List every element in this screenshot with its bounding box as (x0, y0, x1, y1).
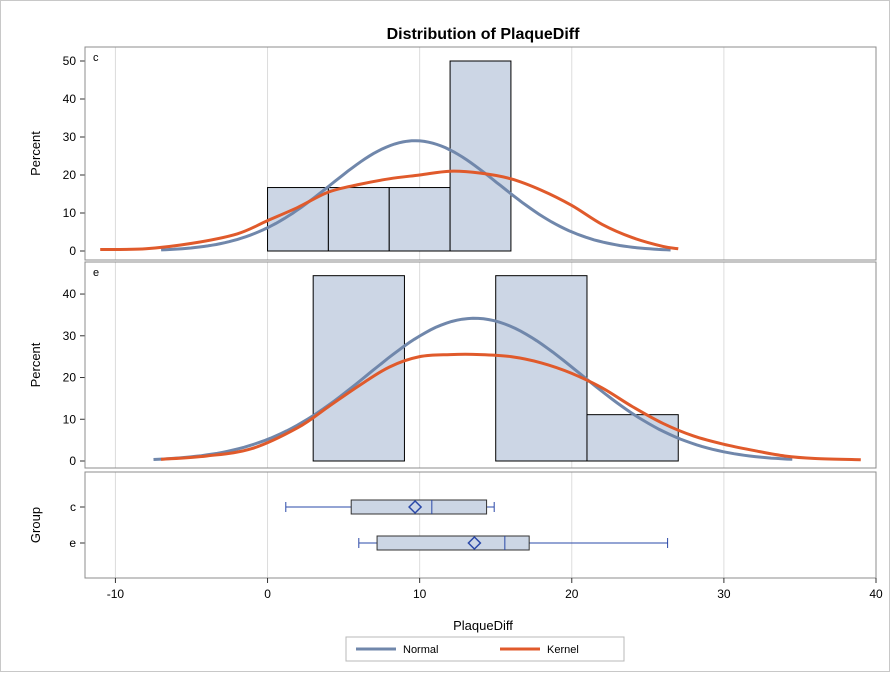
y-tick-label: e (69, 536, 76, 550)
box-iqr (376, 535, 530, 551)
y-axis-label: Percent (28, 342, 43, 387)
histogram-bar (388, 187, 451, 252)
x-tick-label: 20 (565, 587, 579, 601)
x-tick-label: -10 (107, 587, 125, 601)
box-iqr (350, 499, 488, 515)
normal-curve (153, 316, 793, 461)
panel-group-label: e (93, 267, 99, 279)
kernel-curve (100, 169, 679, 251)
box-mean-marker (467, 535, 482, 551)
y-tick-label: 40 (63, 287, 77, 301)
legend-label-normal: Normal (403, 644, 438, 656)
y-tick-label: c (70, 500, 76, 514)
x-tick-label: 0 (264, 587, 271, 601)
legend-label-kernel: Kernel (547, 644, 579, 656)
y-tick-label: 30 (63, 329, 77, 343)
panel-border (84, 261, 877, 469)
x-tick-label: 40 (869, 587, 883, 601)
y-tick-label: 50 (63, 54, 77, 68)
y-tick-label: 10 (63, 206, 77, 220)
chart-title: Distribution of PlaqueDiff (387, 26, 581, 43)
histogram-bar (586, 414, 679, 462)
y-tick-label: 0 (69, 244, 76, 258)
histogram-bar (312, 275, 405, 462)
panel-border (84, 471, 877, 579)
y-tick-label: 20 (63, 168, 77, 182)
x-tick-label: 30 (717, 587, 731, 601)
y-tick-label: 20 (63, 371, 77, 385)
kernel-curve (160, 352, 861, 462)
box-mean-marker (408, 499, 423, 515)
panel-border (84, 46, 877, 261)
x-tick-label: 10 (413, 587, 427, 601)
y-tick-label: 10 (63, 412, 77, 426)
x-axis-label: PlaqueDiff (453, 618, 513, 633)
plot-layer: 0 10 20 30 40 50 c Percent 0 10 20 30 40 e Percent c e Gr… (28, 46, 883, 601)
y-tick-label: 40 (63, 92, 77, 106)
normal-curve (161, 139, 671, 252)
y-axis-label: Percent (28, 131, 43, 176)
y-tick-label: 0 (69, 454, 76, 468)
panel-group-label: c (93, 52, 99, 64)
y-tick-label: 30 (63, 130, 77, 144)
y-axis-label: Group (28, 507, 43, 543)
legend: Normal Kernel (345, 636, 625, 662)
histogram-bar (327, 187, 390, 252)
